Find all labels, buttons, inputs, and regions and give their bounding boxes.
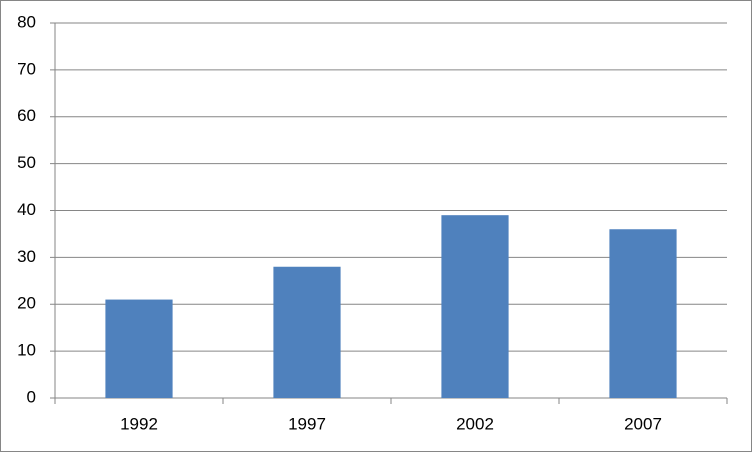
y-tick-label: 30 (17, 247, 36, 266)
bar (441, 215, 509, 398)
x-tick-label: 1997 (288, 414, 326, 433)
y-tick-label: 60 (17, 106, 36, 125)
x-tick-label: 2007 (624, 414, 662, 433)
bar (273, 266, 341, 398)
x-tick-label: 2002 (456, 414, 494, 433)
y-tick-label: 20 (17, 294, 36, 313)
bar (609, 229, 677, 398)
y-tick-label: 0 (27, 387, 36, 406)
y-tick-label: 50 (17, 153, 36, 172)
y-tick-label: 80 (17, 12, 36, 31)
y-tick-label: 40 (17, 200, 36, 219)
bar (105, 299, 173, 398)
y-tick-label: 10 (17, 341, 36, 360)
y-tick-label: 70 (17, 59, 36, 78)
x-tick-label: 1992 (120, 414, 158, 433)
